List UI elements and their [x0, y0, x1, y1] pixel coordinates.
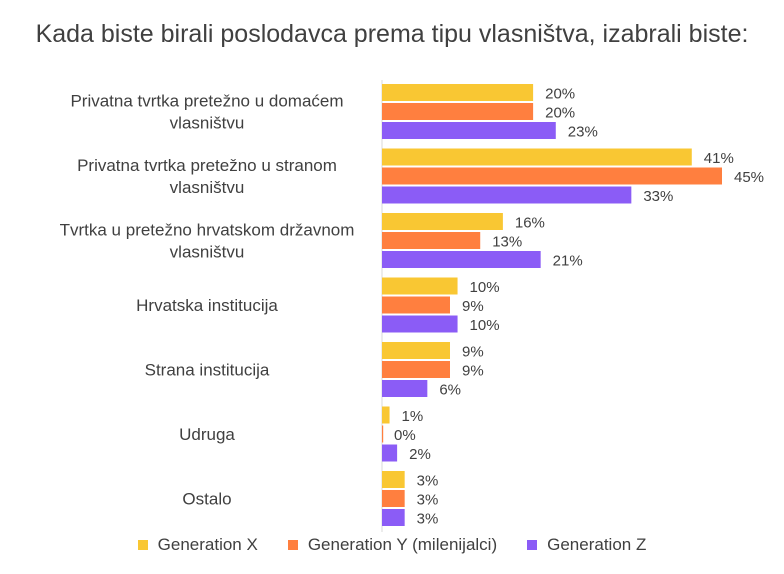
legend-swatch [137, 540, 148, 550]
bar [382, 296, 450, 314]
category-label: Tvrtka u pretežno hrvatskom državnom vlas… [60, 221, 355, 262]
bar [382, 251, 541, 268]
data-label: 3% [417, 511, 439, 528]
bar [382, 186, 632, 204]
data-label: 20% [545, 86, 575, 103]
data-label: 9% [462, 298, 484, 315]
bar [382, 490, 405, 507]
data-label: 33% [643, 188, 673, 205]
data-label: 9% [462, 344, 484, 361]
bar [382, 342, 450, 359]
data-label: 41% [704, 150, 734, 167]
data-label: 3% [417, 473, 439, 490]
data-label: 2% [409, 446, 431, 463]
legend-item: Generation Z [527, 535, 646, 555]
bar [382, 232, 481, 249]
category-label: Strana institucija [145, 361, 270, 380]
category-label: Udruga [179, 425, 235, 444]
data-label: 9% [462, 363, 484, 380]
bar [382, 213, 503, 230]
legend-item: Generation X [137, 535, 258, 555]
bar [382, 406, 390, 424]
category-label: Privatna tvrtka pretežno u stranom vlasni… [77, 156, 337, 197]
chart-title: Kada biste birali poslodavca prema tipu … [0, 18, 784, 51]
bar [382, 148, 692, 166]
data-label: 10% [470, 317, 500, 334]
bar [382, 167, 722, 185]
bar [382, 361, 450, 378]
category-label: Privatna tvrtka pretežno u domaćem vlasni… [70, 92, 343, 133]
legend: Generation X Generation Y (milenijalci) Ge… [0, 530, 784, 560]
legend-label: Generation X [157, 535, 258, 554]
legend-swatch [527, 540, 538, 550]
data-label: 45% [734, 169, 764, 186]
bar [382, 509, 405, 526]
category-label: Hrvatska institucija [136, 296, 278, 315]
data-label: 20% [545, 105, 575, 122]
legend-label: Generation Z [547, 535, 647, 554]
bar [382, 425, 384, 443]
data-label: 16% [515, 215, 545, 232]
bar [382, 122, 556, 139]
data-label: 13% [492, 234, 522, 251]
data-label: 10% [470, 279, 500, 296]
data-label: 3% [417, 492, 439, 509]
legend-item: Generation Y (milenijalci) [287, 535, 498, 555]
bar [382, 84, 534, 101]
bar [382, 277, 458, 295]
bar [382, 380, 428, 397]
category-label: Ostalo [182, 490, 231, 509]
legend-swatch [287, 540, 298, 550]
bar [382, 444, 398, 462]
chart-title-text: Kada biste birali poslodavca prema tipu … [35, 20, 749, 48]
data-label: 21% [553, 253, 583, 270]
bar [382, 103, 534, 120]
data-label: 1% [402, 408, 424, 425]
bar [382, 315, 458, 333]
bar [382, 471, 405, 488]
legend-label: Generation Y (milenijalci) [307, 535, 498, 554]
data-label: 6% [439, 382, 461, 399]
data-label: 23% [568, 124, 598, 141]
data-label: 0% [394, 427, 416, 444]
